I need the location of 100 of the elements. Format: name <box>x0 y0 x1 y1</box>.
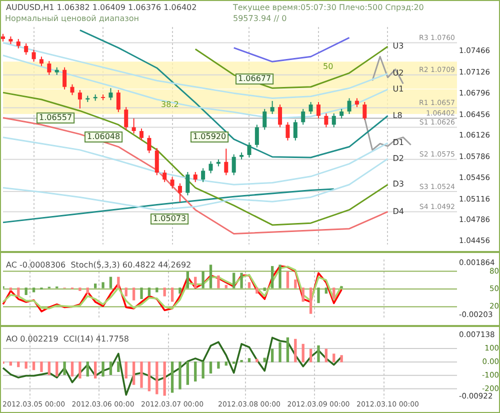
bar <box>17 288 20 296</box>
candlestick <box>262 108 267 130</box>
candlestick <box>193 172 198 183</box>
bar <box>70 362 74 377</box>
bar <box>40 362 43 372</box>
bar <box>286 271 290 288</box>
candlestick <box>178 182 182 203</box>
candlestick <box>116 90 120 113</box>
bar <box>32 288 36 292</box>
bar <box>163 362 166 396</box>
candlestick <box>308 102 313 114</box>
annotation: 1.06557 <box>39 113 72 122</box>
candlestick <box>132 118 136 134</box>
bar <box>294 280 297 288</box>
candlestick <box>224 148 228 176</box>
bar <box>224 284 228 288</box>
candlestick <box>301 108 306 126</box>
bar <box>286 337 290 362</box>
bar <box>86 288 89 294</box>
bar <box>194 276 197 288</box>
candlestick <box>316 102 320 119</box>
bar <box>324 348 328 362</box>
bar <box>132 288 136 300</box>
candlestick <box>232 154 236 176</box>
bar <box>324 288 328 294</box>
text: Нормальный ценовой диапазон <box>5 14 140 24</box>
bar <box>148 362 151 392</box>
bar <box>232 272 236 288</box>
bar <box>256 288 258 294</box>
series-label: U2 <box>392 68 404 78</box>
bar <box>217 362 220 369</box>
chart-title: AC -0.0008306 Stoch(5,3,3) 60.4822 44.2692 <box>6 260 192 270</box>
candlestick <box>278 104 282 128</box>
series-label: U1 <box>392 84 404 94</box>
bar <box>32 362 36 370</box>
bar <box>163 288 166 296</box>
bar <box>270 348 274 362</box>
bar <box>317 345 320 362</box>
candlestick <box>170 176 174 189</box>
bar <box>309 348 312 362</box>
bar <box>24 288 28 295</box>
annotation: 1.06048 <box>87 132 120 142</box>
bar <box>332 288 336 300</box>
bar <box>209 362 212 374</box>
bar <box>256 358 258 362</box>
candlestick <box>62 66 67 90</box>
candlestick <box>47 60 52 76</box>
annotation: 50 <box>323 62 334 72</box>
candlestick <box>78 90 82 110</box>
candlestick <box>293 119 298 141</box>
annotation: 1.06677 <box>238 74 272 84</box>
candlestick <box>340 108 344 119</box>
chart-title: AO 0.002219 CCI(14) 41.7758 <box>6 334 130 344</box>
bar <box>248 282 251 288</box>
candlestick <box>208 160 213 174</box>
bar <box>194 362 197 382</box>
candlestick <box>324 112 328 128</box>
candlestick <box>286 122 290 141</box>
candlestick <box>32 49 36 62</box>
bar <box>178 288 182 294</box>
bar <box>240 272 243 288</box>
bar <box>224 362 228 366</box>
annotation: 1.05073 <box>153 214 186 224</box>
bar <box>63 362 66 376</box>
bar <box>117 276 120 288</box>
bar <box>294 338 297 362</box>
bar <box>278 264 282 288</box>
bar <box>317 288 320 304</box>
candlestick <box>162 170 167 183</box>
candlestick <box>270 100 274 114</box>
bar <box>202 362 204 378</box>
bar <box>109 276 112 288</box>
bar <box>94 284 97 288</box>
bar <box>78 362 82 378</box>
bar <box>140 288 143 300</box>
annotation: 1.05920 <box>193 132 226 142</box>
series-label: L8 <box>392 110 402 120</box>
bar <box>117 362 120 372</box>
bar <box>270 266 274 288</box>
candlestick <box>186 172 190 196</box>
bar <box>132 362 136 385</box>
bar <box>156 288 158 292</box>
annotation: 38.2 <box>161 100 179 110</box>
series-label: U3 <box>392 42 404 51</box>
candlestick <box>154 148 159 176</box>
bar <box>148 288 151 296</box>
candlestick <box>247 142 252 158</box>
bar <box>48 362 50 376</box>
candlestick <box>140 128 144 142</box>
candlestick <box>16 38 20 49</box>
bar <box>217 275 220 288</box>
bar <box>94 362 97 378</box>
bar <box>9 362 12 366</box>
bar <box>24 362 28 369</box>
bar <box>209 264 212 288</box>
bar <box>156 362 158 394</box>
bar <box>170 288 174 302</box>
series-label: D3 <box>392 180 404 189</box>
bar <box>170 362 174 393</box>
candlestick <box>70 84 74 96</box>
